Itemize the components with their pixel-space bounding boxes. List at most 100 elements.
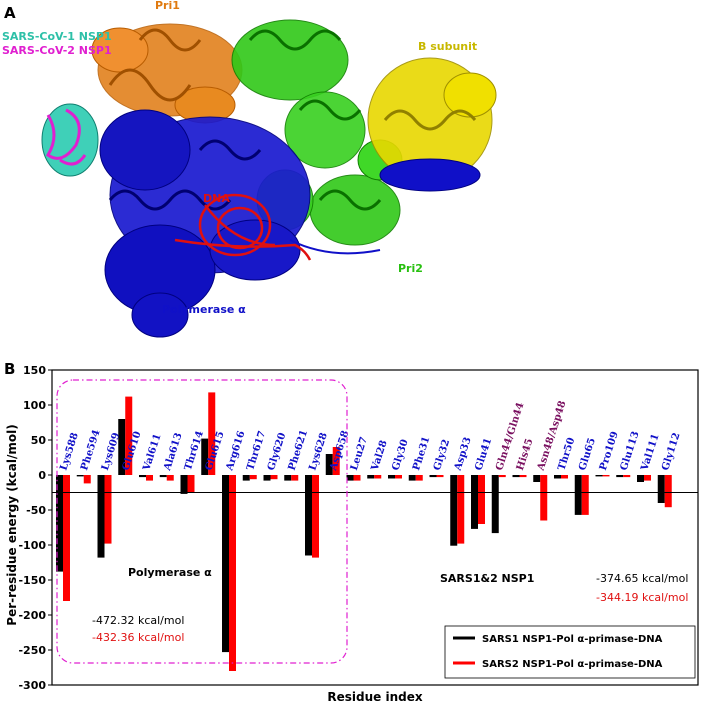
panel-b: B 150 100 50 0 -50 -100 -150 -200 -250 -300 Lys58… <box>0 360 703 705</box>
y-tick-label: -150 <box>18 574 46 587</box>
residue-label-leu27: Leu27 <box>349 436 370 472</box>
bar-sars1-val28 <box>367 475 375 479</box>
bar-sars1-ala613 <box>159 475 167 478</box>
bar-sars1-glu65 <box>574 475 582 515</box>
nsp1-cov1-label: SARS-CoV-1 NSP1 <box>2 30 112 43</box>
plot-frame <box>51 369 699 686</box>
bar-sars2-thr614 <box>187 475 195 493</box>
bar-sars2-glu615 <box>208 392 216 475</box>
residue-label-val28: Val28 <box>369 439 389 473</box>
dna-label: DNA <box>203 192 230 205</box>
y-tick-label: 150 <box>23 364 46 377</box>
bar-sars1-phe594 <box>76 475 84 477</box>
bar-sars2-phe621 <box>291 475 299 481</box>
bar-sars2-his45 <box>519 475 527 478</box>
bar-series <box>56 392 672 671</box>
bar-sars1-lys609 <box>97 475 105 558</box>
bar-sars2-asp658 <box>332 447 340 475</box>
residue-label-ala613: Ala613 <box>162 431 185 472</box>
bar-sars1-val111 <box>637 475 644 482</box>
residue-label-his45: His45 <box>515 437 536 472</box>
panel-a: A <box>2 0 497 338</box>
bar-sars2-thr50 <box>561 475 568 479</box>
residue-label-lys588: Lys588 <box>58 431 81 472</box>
bar-sars2-gly30 <box>395 475 402 479</box>
panel-a-letter: A <box>4 4 16 22</box>
legend-label-sars2: SARS2 NSP1-Pol α-primase-DNA <box>482 659 663 670</box>
bar-sars1-asp658 <box>325 454 333 475</box>
bar-sars1-thr614 <box>180 475 188 494</box>
y-tick-label: 0 <box>38 469 46 482</box>
y-tick-label: 50 <box>31 434 47 447</box>
y-tick-label: -300 <box>18 679 46 692</box>
y-tick-label: -200 <box>18 609 46 622</box>
polymerase-region-box <box>56 379 348 664</box>
bar-sars1-phe31 <box>408 475 416 481</box>
bar-sars2-gln44-gln44 <box>498 475 506 478</box>
y-axis-label: Per-residue energy (kcal/mol) <box>5 424 19 625</box>
nsp1-cartoon <box>41 103 99 177</box>
legend: SARS1 NSP1-Pol α-primase-DNA SARS2 NSP1-… <box>444 625 696 679</box>
residue-label-val611: Val611 <box>141 432 164 472</box>
residue-label-asp658: Asp658 <box>328 429 352 473</box>
bar-sars1-glu41 <box>471 475 478 529</box>
nsp1-region-label: SARS1&2 NSP1 <box>440 572 534 585</box>
bar-sars2-val28 <box>374 475 382 479</box>
bar-sars1-lys628 <box>305 475 312 556</box>
bar-sars1-gln44-gln44 <box>491 475 499 534</box>
bar-sars2-lys588 <box>63 475 70 601</box>
bar-sars1-glu615 <box>201 438 209 475</box>
bar-sars1-gly30 <box>388 475 395 479</box>
b-subunit-cartoon <box>367 57 497 183</box>
residue-label-gly620: Gly620 <box>266 431 289 472</box>
residue-label-asp33: Asp33 <box>452 436 473 473</box>
pri2-label: Pri2 <box>398 262 423 275</box>
residue-label-glu113: Glu113 <box>619 430 642 472</box>
y-tick-label: -50 <box>26 504 46 517</box>
residue-label-pro109: Pro109 <box>598 430 621 472</box>
nsp1-cov2-label: SARS-CoV-2 NSP1 <box>2 44 112 57</box>
bar-sars2-asn48-asp48 <box>540 475 548 521</box>
bar-sars2-ala613 <box>166 475 174 481</box>
legend-label-sars1: SARS1 NSP1-Pol α-primase-DNA <box>482 634 663 645</box>
residue-label-thr617: Thr617 <box>245 430 268 472</box>
bar-sars2-pro109 <box>602 475 610 477</box>
bar-sars2-gly112 <box>664 475 672 508</box>
pol-total-sars1: -472.32 kcal/mol <box>92 614 184 627</box>
residue-label-phe594: Phe594 <box>79 429 102 472</box>
bar-sars2-glu610 <box>125 396 133 475</box>
residue-label-thr50: Thr50 <box>556 436 577 472</box>
y-tick-label: -250 <box>18 644 46 657</box>
bar-sars1-gly620 <box>263 475 271 481</box>
residue-label-gly32: Gly32 <box>432 438 452 472</box>
bar-sars1-leu27 <box>346 475 354 481</box>
y-axis: 150 100 50 0 -50 -100 -150 -200 -250 -300 <box>18 364 52 692</box>
bar-sars1-thr617 <box>242 475 250 481</box>
polymerase-region-label: Polymerase α <box>128 566 212 579</box>
bar-sars1-his45 <box>512 475 520 478</box>
residue-label-glu65: Glu65 <box>577 437 598 472</box>
bar-sars2-gly620 <box>270 475 278 480</box>
y-tick-label: 100 <box>23 399 46 412</box>
bar-sars2-val111 <box>644 475 651 481</box>
nsp1-total-sars1: -374.65 kcal/mol <box>596 572 688 585</box>
dna-cartoon <box>174 193 312 261</box>
bar-sars2-lys609 <box>104 475 112 544</box>
bar-sars1-asn48-asp48 <box>533 475 541 482</box>
bar-sars1-phe621 <box>284 475 292 481</box>
b-subunit-label: B subunit <box>418 40 477 53</box>
residue-label-phe31: Phe31 <box>411 435 432 472</box>
bar-sars2-glu65 <box>581 475 589 515</box>
legend-box <box>444 625 696 679</box>
pol-total-sars2: -432.36 kcal/mol <box>92 631 184 644</box>
bar-sars2-phe31 <box>415 475 423 481</box>
bar-sars2-leu27 <box>353 475 361 481</box>
bar-sars2-gly32 <box>436 475 444 478</box>
energy-bar-chart: B 150 100 50 0 -50 -100 -150 -200 -250 -300 Lys58… <box>4 360 699 704</box>
bar-sars2-arg616 <box>229 475 236 671</box>
polymerase-label: Polymerase α <box>162 303 246 316</box>
bar-sars1-glu610 <box>118 419 126 475</box>
bar-sars1-asp33 <box>450 475 458 546</box>
residue-label-phe621: Phe621 <box>287 429 310 472</box>
bar-sars1-lys588 <box>56 475 63 572</box>
